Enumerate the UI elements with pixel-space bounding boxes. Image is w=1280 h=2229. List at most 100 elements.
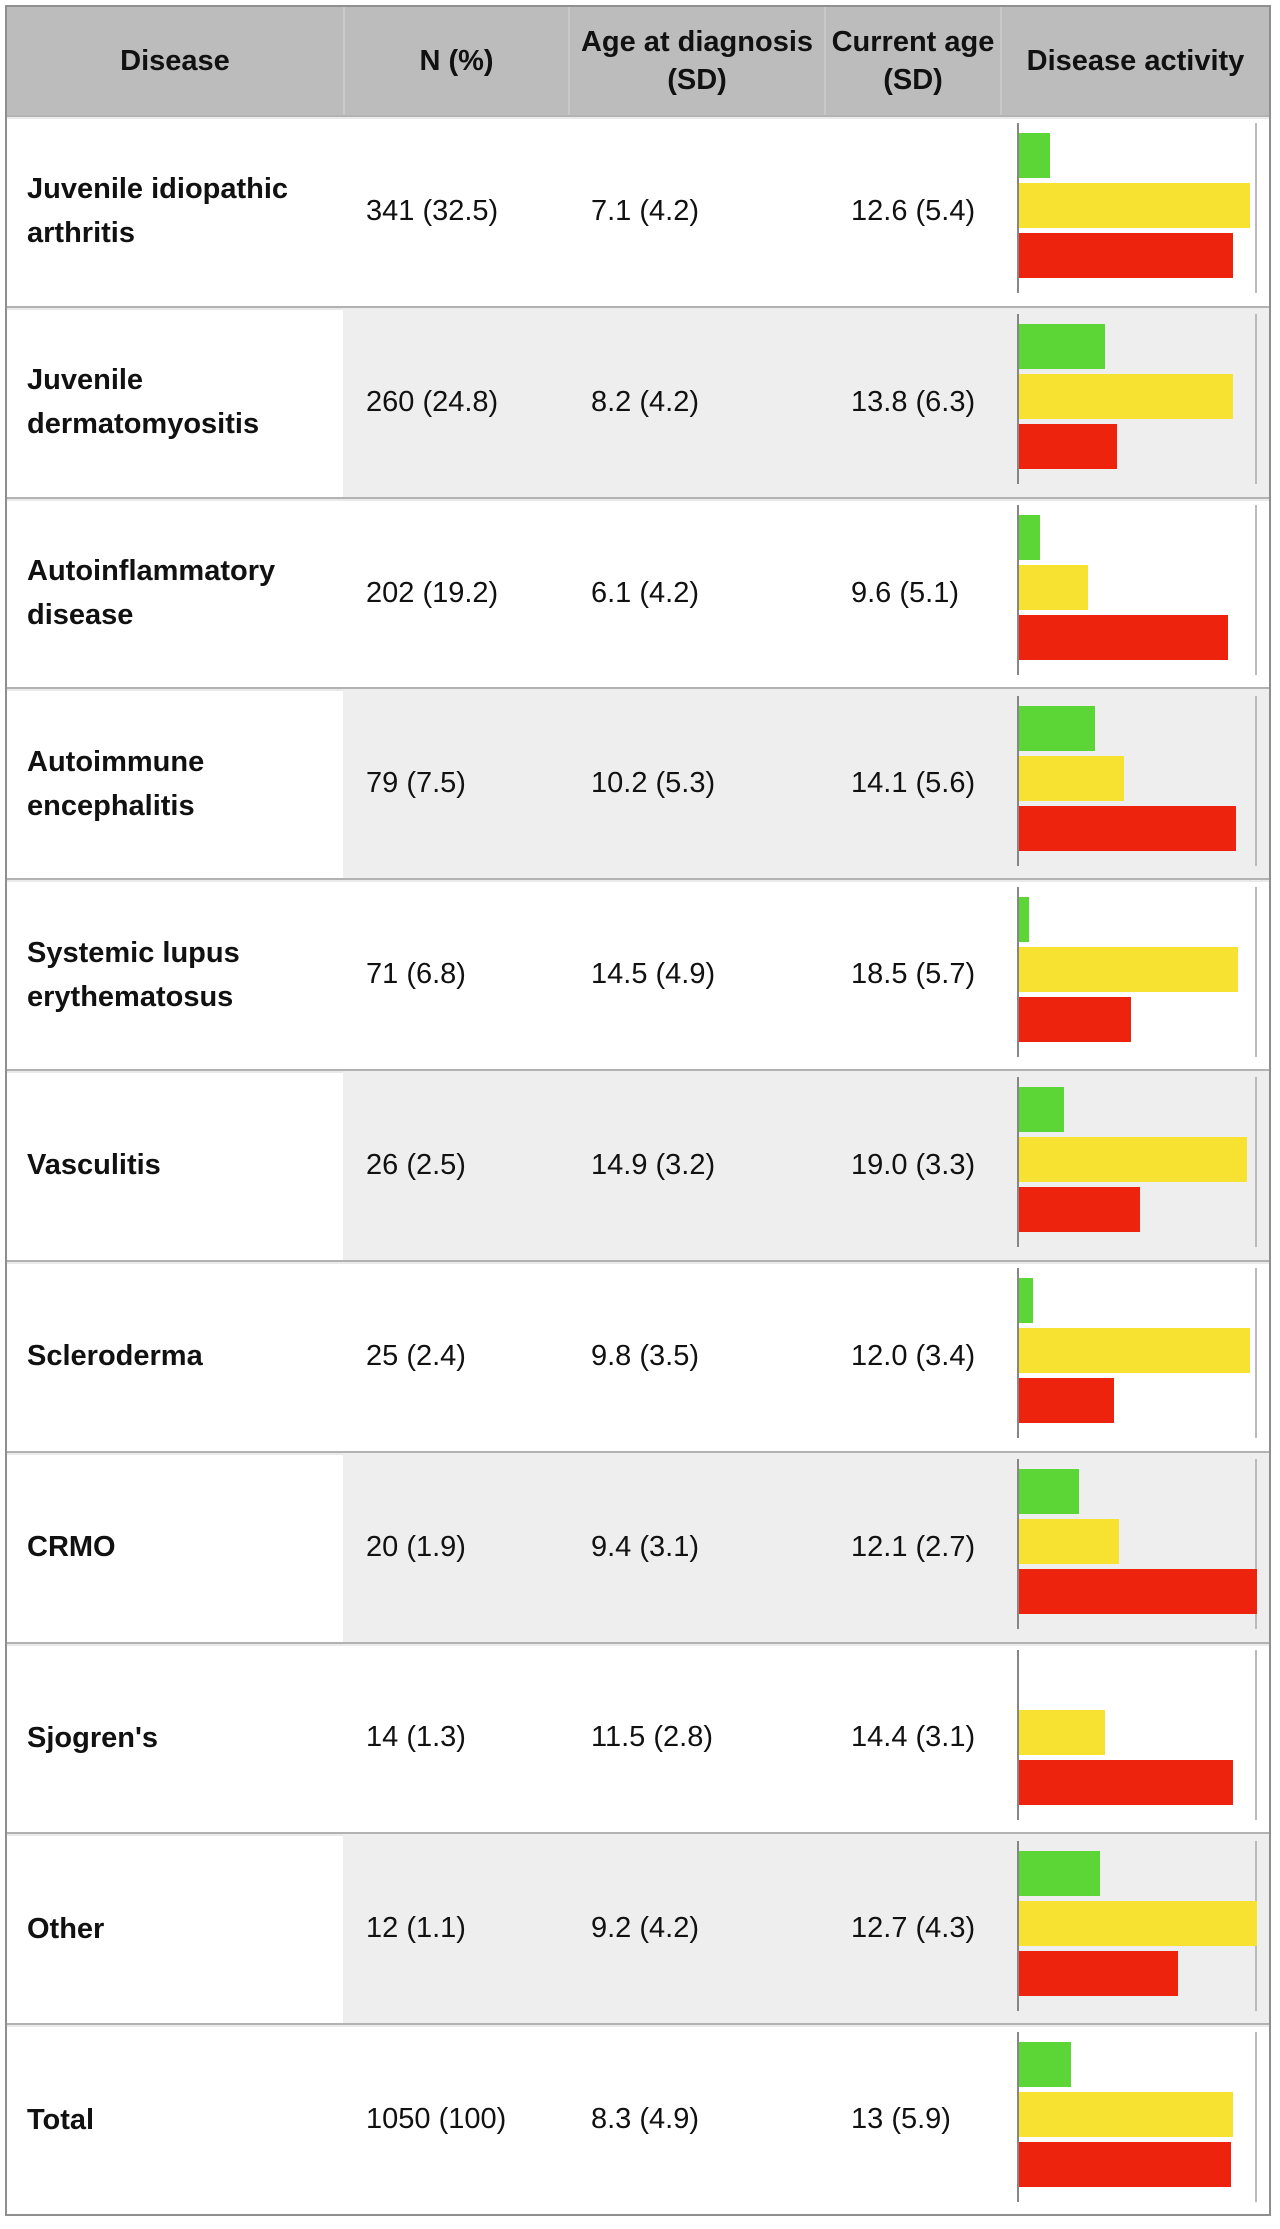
current-age-value: 13 (5.9) bbox=[851, 2103, 951, 2136]
activity-bar-green bbox=[1019, 1278, 1034, 1324]
column-header-n-percent: N (%) bbox=[343, 7, 568, 115]
age-at-diagnosis-cell: 14.5 (4.9) bbox=[568, 880, 824, 1069]
current-age-value: 9.6 (5.1) bbox=[851, 576, 959, 609]
disease-name: Juvenile idiopathic arthritis bbox=[27, 173, 289, 250]
activity-bar-yellow bbox=[1019, 565, 1089, 611]
disease-name-cell: Systemic lupus erythematosus bbox=[7, 880, 343, 1069]
table-row-2: Juvenile dermatomyositis 260 (24.8) 8.2 … bbox=[7, 305, 1269, 497]
age-at-diagnosis-cell: 8.3 (4.9) bbox=[568, 2025, 824, 2214]
disease-name-cell: Autoinflammatory disease bbox=[7, 499, 343, 688]
activity-bar-red bbox=[1019, 1569, 1257, 1615]
disease-name-cell: Juvenile dermatomyositis bbox=[7, 308, 343, 497]
column-header-age-at-diagnosis: Age at diagnosis (SD) bbox=[568, 7, 824, 115]
n-percent-cell: 14 (1.3) bbox=[343, 1644, 568, 1833]
table-row-8: CRMO 20 (1.9) 9.4 (3.1) 12.1 (2.7) bbox=[7, 1450, 1269, 1642]
disease-activity-chart bbox=[1017, 505, 1257, 676]
disease-name-cell: Other bbox=[7, 1834, 343, 2023]
n-percent-value: 14 (1.3) bbox=[366, 1721, 466, 1754]
current-age-value: 13.8 (6.3) bbox=[851, 385, 976, 418]
disease-activity-cell bbox=[1000, 307, 1269, 497]
disease-name-cell: CRMO bbox=[7, 1453, 343, 1642]
disease-name: Autoimmune encephalitis bbox=[27, 745, 205, 822]
n-percent-cell: 26 (2.5) bbox=[343, 1071, 568, 1260]
current-age-cell: 13.8 (6.3) bbox=[824, 307, 1000, 497]
current-age-value: 18.5 (5.7) bbox=[851, 958, 976, 991]
disease-name-cell: Scleroderma bbox=[7, 1262, 343, 1451]
disease-activity-cell bbox=[1000, 1071, 1269, 1260]
n-percent-cell: 341 (32.5) bbox=[343, 117, 568, 306]
chart-right-gridline bbox=[1255, 1268, 1257, 1439]
activity-bar-red bbox=[1019, 615, 1229, 661]
age-at-diagnosis-value: 9.8 (3.5) bbox=[591, 1339, 699, 1372]
disease-name: Juvenile dermatomyositis bbox=[27, 364, 260, 441]
n-percent-cell: 1050 (100) bbox=[343, 2025, 568, 2214]
age-at-diagnosis-cell: 14.9 (3.2) bbox=[568, 1071, 824, 1260]
n-percent-cell: 20 (1.9) bbox=[343, 1452, 568, 1642]
activity-bar-yellow bbox=[1019, 1328, 1250, 1374]
chart-right-gridline bbox=[1255, 1077, 1257, 1248]
chart-right-gridline bbox=[1255, 123, 1257, 294]
disease-name: Vasculitis bbox=[27, 1149, 161, 1182]
n-percent-value: 12 (1.1) bbox=[366, 1912, 466, 1945]
age-at-diagnosis-cell: 7.1 (4.2) bbox=[568, 117, 824, 306]
disease-name-cell: Sjogren's bbox=[7, 1644, 343, 1833]
current-age-cell: 18.5 (5.7) bbox=[824, 880, 1000, 1069]
chart-right-gridline bbox=[1255, 2031, 1257, 2202]
n-percent-cell: 260 (24.8) bbox=[343, 307, 568, 497]
table-row-7: Scleroderma 25 (2.4) 9.8 (3.5) 12.0 (3.4… bbox=[7, 1259, 1269, 1451]
activity-bar-red bbox=[1019, 424, 1117, 470]
chart-right-gridline bbox=[1255, 886, 1257, 1057]
activity-bar-yellow bbox=[1019, 1137, 1248, 1183]
activity-bar-yellow bbox=[1019, 946, 1238, 992]
disease-name-cell: Total bbox=[7, 2025, 343, 2214]
table-header-row: Disease N (%) Age at diagnosis (SD) Curr… bbox=[7, 7, 1269, 115]
activity-bar-yellow bbox=[1019, 1900, 1257, 1946]
n-percent-cell: 79 (7.5) bbox=[343, 689, 568, 879]
current-age-cell: 14.1 (5.6) bbox=[824, 689, 1000, 879]
disease-name: Scleroderma bbox=[27, 1340, 203, 1373]
n-percent-value: 341 (32.5) bbox=[366, 194, 499, 227]
chart-right-gridline bbox=[1255, 314, 1257, 485]
n-percent-value: 20 (1.9) bbox=[366, 1530, 466, 1563]
chart-right-gridline bbox=[1255, 1459, 1257, 1630]
n-percent-cell: 12 (1.1) bbox=[343, 1834, 568, 2024]
current-age-value: 12.7 (4.3) bbox=[851, 1912, 976, 1945]
current-age-cell: 12.6 (5.4) bbox=[824, 117, 1000, 306]
disease-activity-cell bbox=[1000, 880, 1269, 1069]
disease-activity-chart bbox=[1017, 123, 1257, 294]
activity-bar-green bbox=[1019, 515, 1041, 561]
chart-right-gridline bbox=[1255, 1649, 1257, 1820]
disease-name: Sjogren's bbox=[27, 1721, 158, 1754]
current-age-cell: 14.4 (3.1) bbox=[824, 1644, 1000, 1833]
age-at-diagnosis-value: 11.5 (2.8) bbox=[591, 1721, 713, 1754]
disease-activity-chart bbox=[1017, 2031, 1257, 2202]
n-percent-cell: 71 (6.8) bbox=[343, 880, 568, 1069]
table-row-9: Sjogren's 14 (1.3) 11.5 (2.8) 14.4 (3.1) bbox=[7, 1641, 1269, 1833]
current-age-cell: 19.0 (3.3) bbox=[824, 1071, 1000, 1260]
disease-activity-chart bbox=[1017, 886, 1257, 1057]
activity-bar-green bbox=[1019, 1087, 1065, 1133]
activity-bar-green bbox=[1019, 896, 1029, 942]
age-at-diagnosis-cell: 9.8 (3.5) bbox=[568, 1262, 824, 1451]
age-at-diagnosis-cell: 9.2 (4.2) bbox=[568, 1834, 824, 2024]
n-percent-value: 260 (24.8) bbox=[366, 385, 499, 418]
table-row-1: Juvenile idiopathic arthritis 341 (32.5)… bbox=[7, 115, 1269, 306]
current-age-value: 14.4 (3.1) bbox=[851, 1721, 976, 1754]
table-row-3: Autoinflammatory disease 202 (19.2) 6.1 … bbox=[7, 496, 1269, 688]
n-percent-value: 79 (7.5) bbox=[366, 767, 466, 800]
disease-activity-cell bbox=[1000, 1834, 1269, 2024]
current-age-value: 19.0 (3.3) bbox=[851, 1148, 976, 1181]
disease-name-cell: Autoimmune encephalitis bbox=[7, 689, 343, 878]
n-percent-cell: 25 (2.4) bbox=[343, 1262, 568, 1451]
disease-activity-cell bbox=[1000, 1262, 1269, 1451]
current-age-value: 12.1 (2.7) bbox=[851, 1530, 976, 1563]
age-at-diagnosis-value: 14.9 (3.2) bbox=[591, 1148, 716, 1181]
activity-bar-green bbox=[1019, 705, 1096, 751]
age-at-diagnosis-value: 10.2 (5.3) bbox=[591, 767, 716, 800]
disease-activity-cell bbox=[1000, 117, 1269, 306]
age-at-diagnosis-cell: 9.4 (3.1) bbox=[568, 1452, 824, 1642]
current-age-cell: 9.6 (5.1) bbox=[824, 499, 1000, 688]
activity-bar-red bbox=[1019, 233, 1234, 279]
disease-activity-chart bbox=[1017, 314, 1257, 485]
activity-bar-yellow bbox=[1019, 1709, 1105, 1755]
